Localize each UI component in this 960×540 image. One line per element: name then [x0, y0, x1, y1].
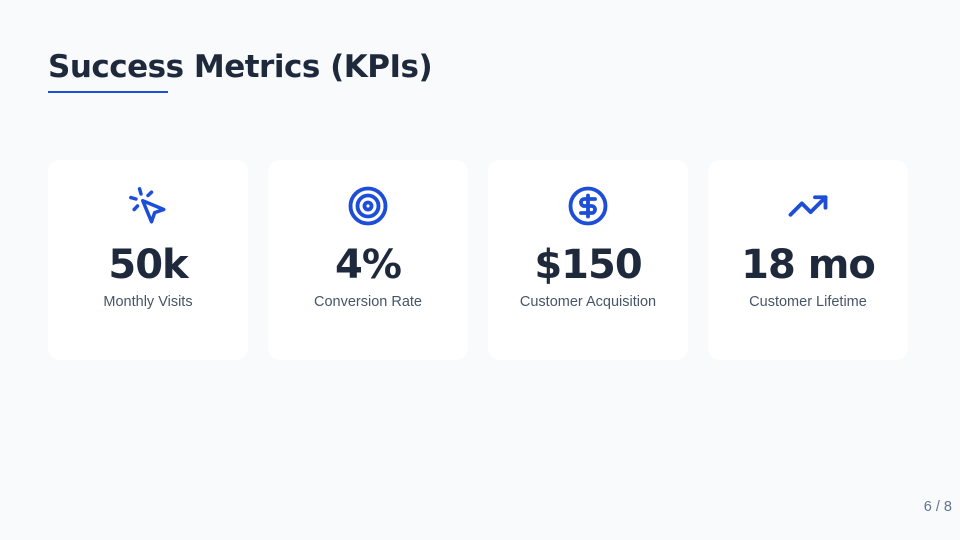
- target-icon: [347, 185, 389, 227]
- dollar-circle-icon: [567, 185, 609, 227]
- kpi-value: 50k: [108, 242, 188, 288]
- kpi-card-customer-lifetime: 18 mo Customer Lifetime: [708, 160, 908, 360]
- kpi-cards: 50k Monthly Visits 4% Conversion Rate $1…: [48, 160, 908, 360]
- kpi-value: 18 mo: [741, 242, 876, 288]
- kpi-label: Customer Lifetime: [749, 294, 867, 310]
- trending-up-icon: [787, 185, 829, 227]
- kpi-card-monthly-visits: 50k Monthly Visits: [48, 160, 248, 360]
- title-underline: [48, 91, 168, 93]
- kpi-card-conversion-rate: 4% Conversion Rate: [268, 160, 468, 360]
- click-cursor-icon: [127, 185, 169, 227]
- kpi-label: Conversion Rate: [314, 294, 422, 310]
- kpi-label: Customer Acquisition: [519, 294, 657, 310]
- page-title: Success Metrics (KPIs): [48, 49, 433, 85]
- kpi-label: Monthly Visits: [103, 294, 193, 310]
- kpi-value: $150: [534, 242, 642, 288]
- kpi-value: 4%: [335, 242, 402, 288]
- kpi-card-customer-acquisition: $150 Customer Acquisition: [488, 160, 688, 360]
- page-indicator: 6 / 8: [923, 499, 952, 515]
